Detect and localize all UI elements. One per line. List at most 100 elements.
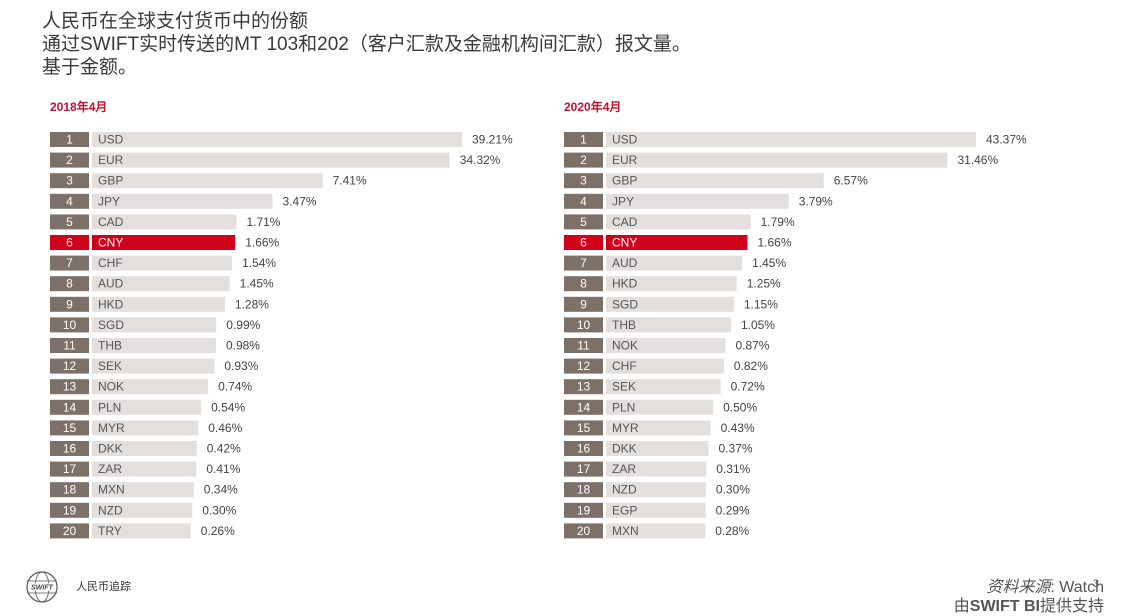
swift-logo-text: SWIFT [31,585,53,592]
rank-label: 11 [63,339,76,353]
category-label: SGD [612,297,638,311]
rank-box [564,152,603,168]
bar-cny [92,235,236,250]
bar-aud [606,255,743,271]
rank-box [564,255,603,271]
rank-box [564,482,603,498]
bar-usd [606,132,976,147]
swift-globe-icon: SWIFT [26,571,58,603]
rank-box [564,173,603,189]
rank-label: 14 [63,400,77,414]
value-label: 1.25% [747,277,781,291]
category-label: NZD [612,483,637,497]
rank-label: 10 [63,318,77,332]
value-label: 0.30% [202,503,236,517]
category-label: PLN [98,400,121,414]
category-label: MXN [98,483,125,497]
rank-label: 10 [577,318,591,332]
value-label: 39.21% [472,133,513,147]
rank-box [564,276,603,292]
source-name: : Watch [1050,579,1104,596]
bar-usd [92,132,462,147]
value-label: 0.41% [206,462,240,476]
category-label: NZD [98,503,123,517]
category-label: MYR [612,421,639,435]
value-label: 0.50% [723,400,757,414]
rank-box [50,235,89,250]
value-label: 1.66% [245,236,279,250]
rank-box [50,379,89,395]
rank-box [50,338,89,353]
bar-chf [606,358,724,374]
rank-label: 1 [580,133,587,147]
category-label: GBP [612,174,637,188]
bar-nzd [606,482,706,498]
category-label: CAD [612,215,638,229]
rank-label: 3 [580,174,587,188]
rank-box [564,338,603,353]
category-label: USD [98,133,124,147]
bar-pln [92,399,202,415]
source-label: 资料来源 [986,579,1051,596]
bar-sgd [606,296,734,312]
bar-thb [92,338,216,353]
title-line-3: 基于金额。 [42,57,138,78]
rank-label: 15 [63,421,77,435]
rank-box [564,523,603,539]
category-label: CNY [612,236,637,250]
rank-box [564,461,603,477]
rank-label: 2 [66,153,73,167]
rank-label: 13 [577,380,591,394]
rank-label: 7 [66,256,73,270]
value-label: 0.34% [204,483,238,497]
rank-label: 15 [577,421,591,435]
rank-box [564,502,603,518]
rank-label: 9 [66,297,73,311]
rank-box [50,482,89,498]
rank-box [564,296,603,312]
bar-aud [92,276,230,292]
category-label: SGD [98,318,124,332]
rank-label: 4 [66,194,73,208]
bar-myr [92,420,199,436]
value-label: 7.41% [333,174,367,188]
bar-thb [606,317,731,333]
value-label: 0.37% [718,442,752,456]
rank-box [50,276,89,292]
bar-myr [606,420,711,436]
category-label: PLN [612,400,635,414]
rank-label: 19 [577,503,591,517]
value-label: 0.31% [716,462,750,476]
bar-dkk [606,441,709,456]
rank-label: 1 [66,133,73,147]
provider-name: SWIFT BI [969,598,1040,615]
category-label: THB [98,339,122,353]
chart-2018-apr: 1 USD 39.21% 2 EUR 34.32% 3 GBP 7.41% 4 JPY 3.47% 5 C… [50,132,513,539]
rank-label: 6 [66,236,73,250]
bar-eur [606,152,948,168]
category-label: USD [612,133,638,147]
rank-box [50,193,89,209]
page-title: 人民币在全球支付货币中的份额 通过SWIFT实时传送的MT 103和202（客户… [42,10,691,79]
value-label: 0.43% [721,421,755,435]
bar-nok [606,338,726,353]
category-label: TRY [98,524,122,538]
category-label: AUD [98,277,124,291]
rank-label: 11 [577,339,590,353]
rank-box [564,317,603,333]
bar-hkd [606,276,737,292]
chart-2018-title: 2018年4月 [50,100,108,114]
category-label: SEK [98,359,122,373]
source-note: 资料来源: Watch 由SWIFT BI提供支持 [954,578,1104,616]
rank-box [564,193,603,209]
bar-sek [92,358,215,374]
category-label: EGP [612,503,637,517]
bar-mxn [606,523,706,539]
rank-box [564,399,603,415]
rank-label: 20 [63,524,77,538]
value-label: 1.45% [752,256,786,270]
bar-nok [92,379,209,395]
rank-label: 3 [66,174,73,188]
rank-label: 16 [63,442,77,456]
value-label: 43.37% [986,133,1027,147]
